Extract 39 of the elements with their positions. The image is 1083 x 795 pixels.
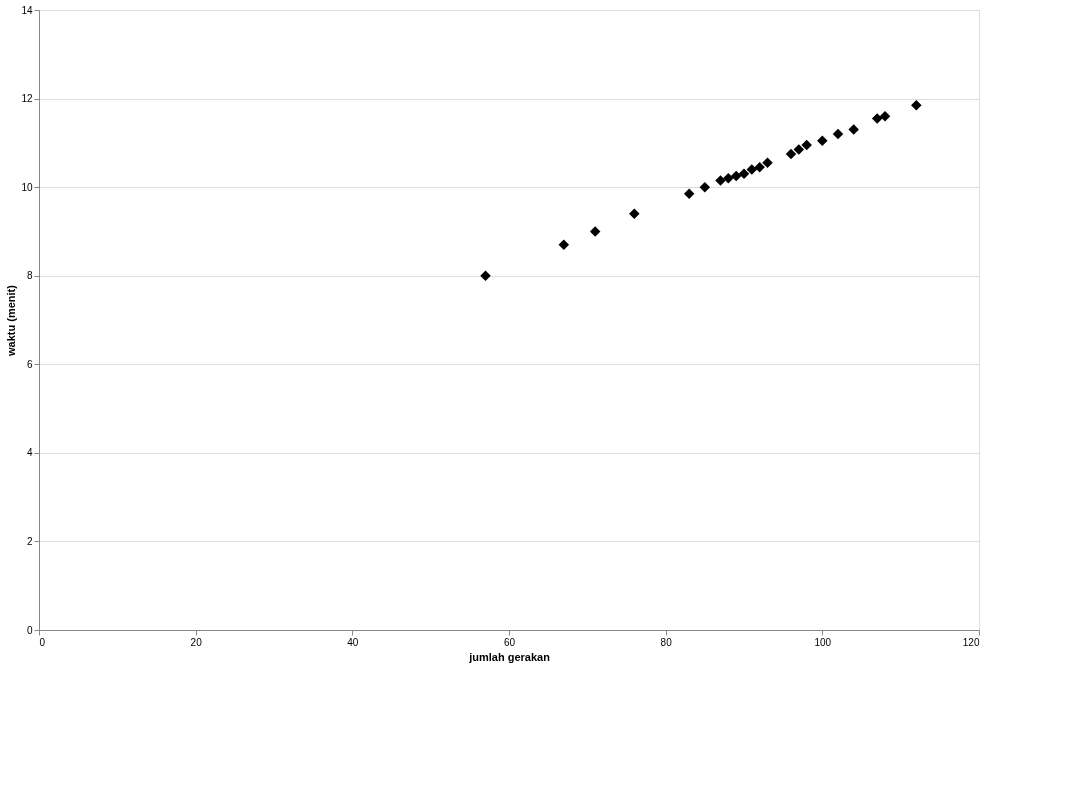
x-tick-label: 80 [660, 636, 673, 648]
y-tick-label: 14 [21, 4, 33, 16]
point [699, 181, 711, 193]
y-tick-label: 6 [26, 358, 33, 370]
y-tick-label: 8 [26, 270, 33, 282]
x-axis-title: jumlah gerakan [468, 650, 551, 663]
point [746, 164, 758, 175]
point [911, 99, 922, 111]
x-tick-label: 100 [814, 636, 832, 648]
point [715, 175, 726, 186]
point [801, 139, 812, 151]
y-axis-title: waktu (menit) [5, 284, 18, 357]
y-tick-label: 2 [26, 535, 33, 547]
point [683, 188, 695, 200]
point [793, 144, 805, 155]
y-tick-label: 10 [21, 181, 33, 193]
y-tick-label: 4 [26, 447, 33, 459]
point [871, 113, 883, 124]
point [754, 161, 765, 173]
point [629, 208, 640, 219]
point [480, 270, 491, 281]
x-tick-label: 60 [503, 636, 516, 648]
x-tick-label: 120 [962, 636, 980, 648]
point [832, 128, 844, 140]
x-tick-label: 40 [347, 636, 359, 648]
y-tick-label: 12 [21, 93, 33, 105]
x-tick-label: 0 [39, 636, 46, 648]
point [589, 226, 601, 237]
y-tick-label: 0 [26, 624, 33, 636]
point [730, 170, 742, 182]
point [879, 111, 891, 122]
point [558, 239, 570, 250]
point [762, 157, 773, 169]
point [848, 124, 859, 135]
x-tick-label: 20 [190, 636, 203, 648]
point [723, 173, 734, 184]
point [817, 135, 828, 146]
point [738, 168, 750, 180]
point [785, 148, 797, 160]
